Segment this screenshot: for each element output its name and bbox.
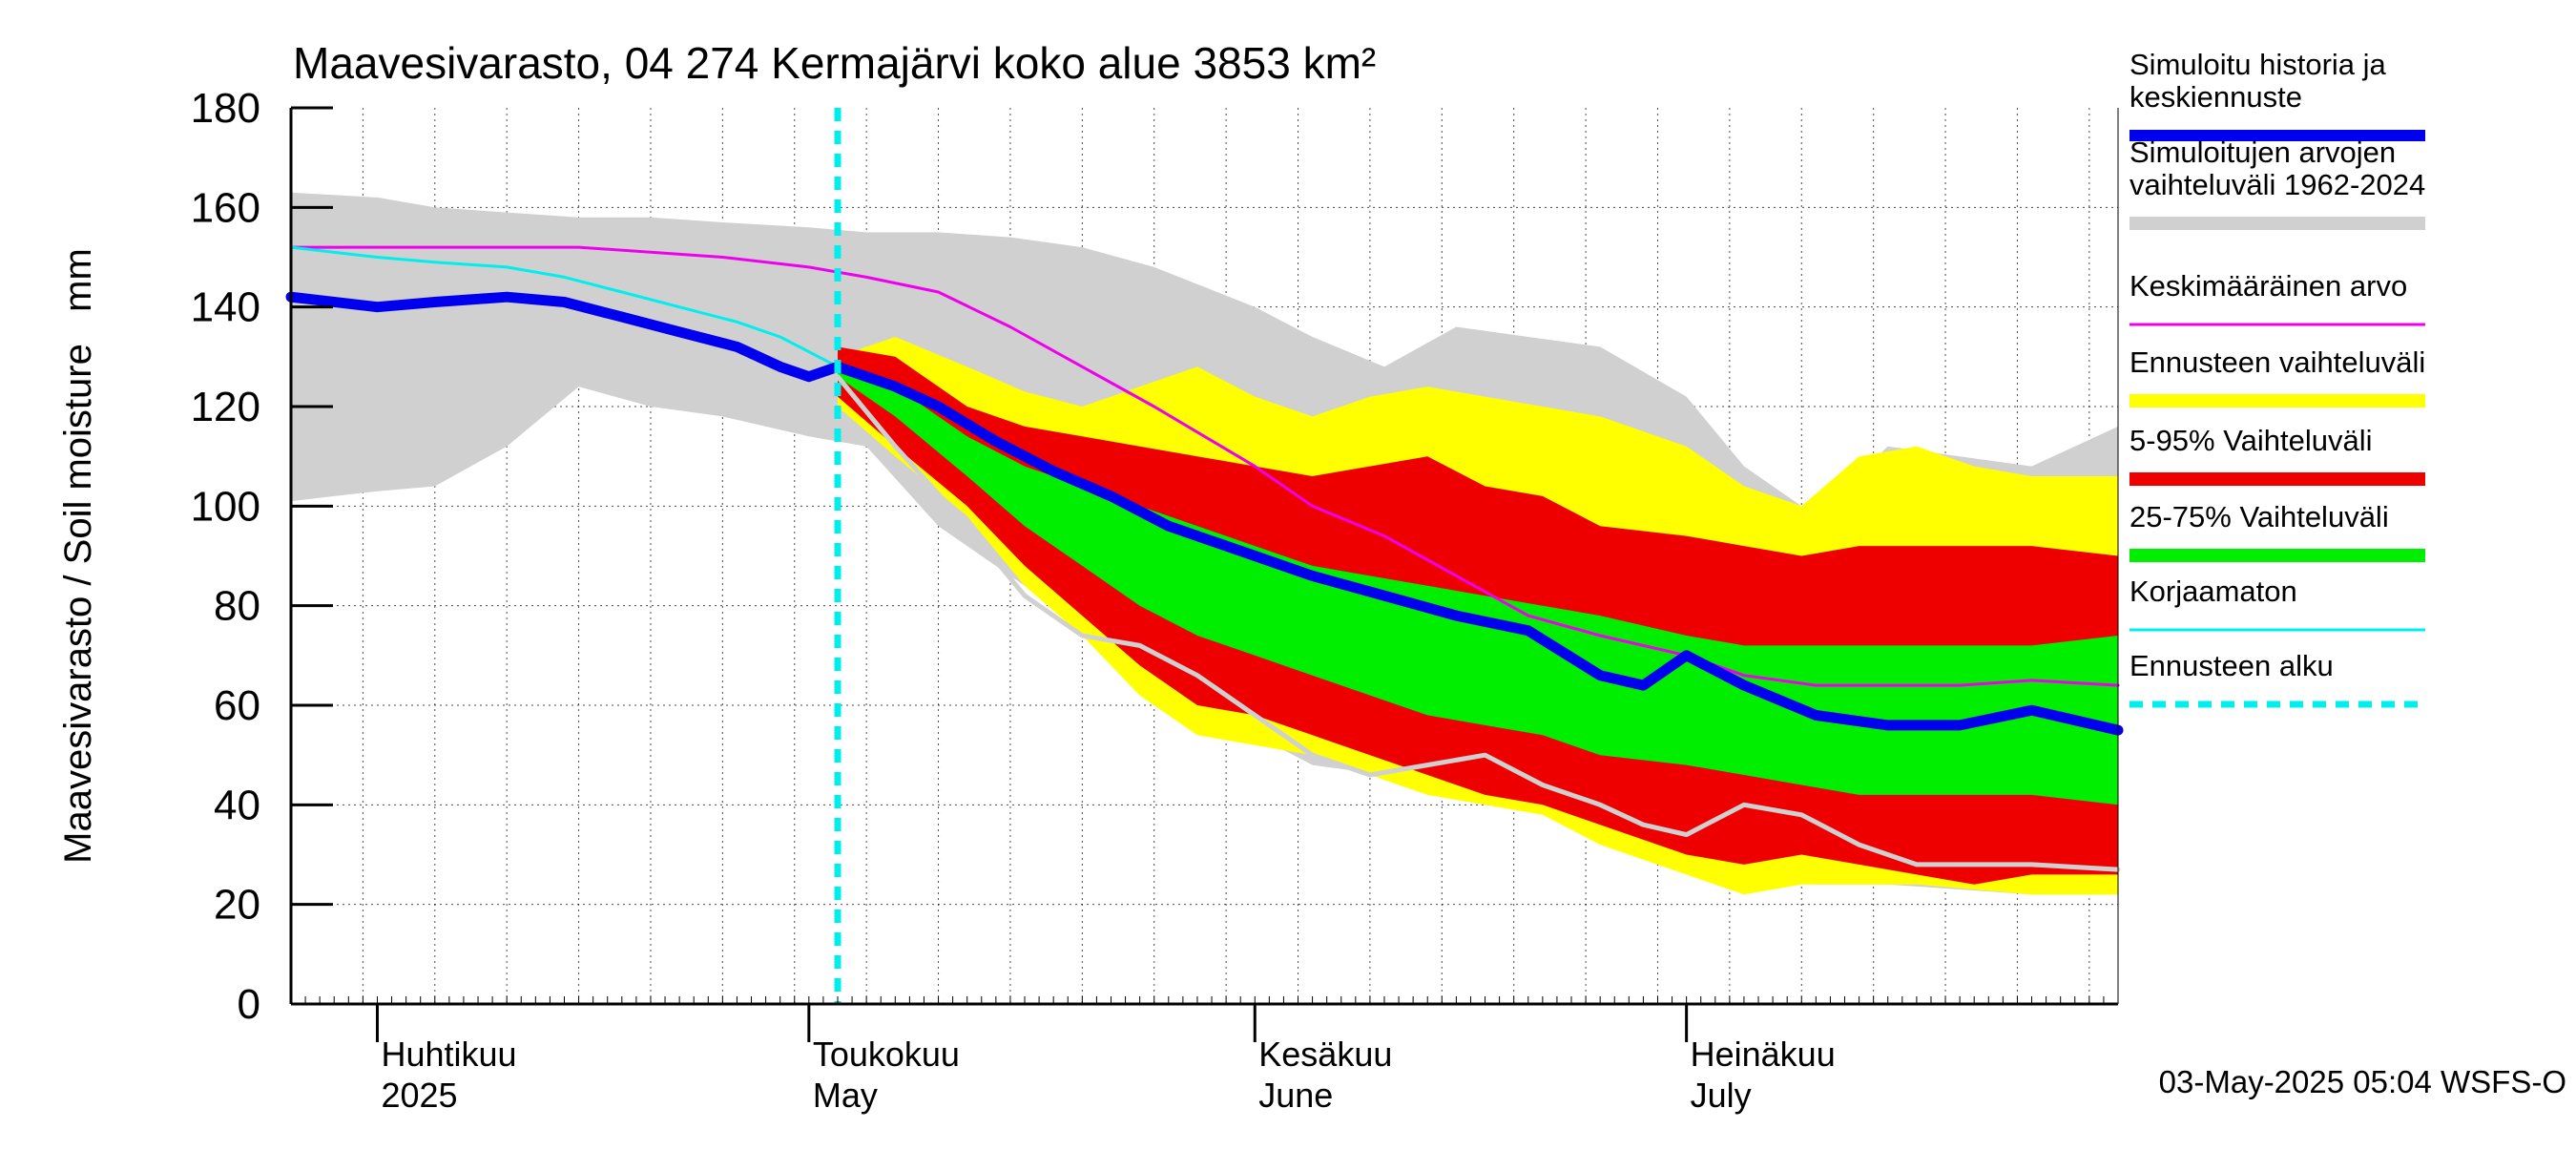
x-month-label-fi: Toukokuu [813,1035,960,1074]
legend-label-hist_range: vaihteluväli 1962-2024 [2129,168,2425,201]
y-tick-label: 160 [191,184,260,231]
legend-label-p5_95: 5-95% Vaihteluväli [2129,424,2372,457]
legend-label-mean: Keskimääräinen arvo [2129,269,2407,303]
y-axis-label: Maavesivarasto / Soil moisture mm [57,248,99,864]
y-tick-label: 100 [191,483,260,530]
x-month-label-fi: Huhtikuu [381,1035,516,1074]
legend-label-sim: keskiennuste [2129,80,2302,114]
y-tick-label: 80 [214,583,260,630]
legend-label-sim: Simuloitu historia ja [2129,48,2387,81]
y-tick-label: 180 [191,85,260,132]
x-month-label-en: 2025 [381,1076,457,1115]
legend-label-fc_range: Ennusteen vaihteluväli [2129,345,2425,379]
y-tick-label: 140 [191,284,260,331]
percentile-25-75-band [838,366,2118,805]
mean-value-line [289,245,2120,687]
x-month-label-fi: Kesäkuu [1258,1035,1392,1074]
uncorrected-line [289,245,840,368]
simulated-median-line [285,291,2124,736]
x-month-label-en: May [813,1076,878,1115]
y-tick-label: 60 [214,682,260,729]
x-month-label-fi: Heinäkuu [1691,1035,1836,1074]
y-tick-label: 40 [214,782,260,828]
legend-label-fc_start: Ennusteen alku [2129,649,2334,682]
legend-label-hist_range: Simuloitujen arvojen [2129,136,2396,169]
chart-title: Maavesivarasto, 04 274 Kermajärvi koko a… [293,38,1376,88]
x-month-label-en: June [1258,1076,1333,1115]
y-tick-label: 120 [191,384,260,430]
legend-label-p25_75: 25-75% Vaihteluväli [2129,500,2389,533]
x-month-label-en: July [1691,1076,1752,1115]
y-tick-label: 0 [238,981,260,1028]
legend-label-uncorrected: Korjaamaton [2129,575,2297,608]
y-tick-label: 20 [214,882,260,929]
footer-timestamp: 03-May-2025 05:04 WSFS-O [2159,1064,2566,1099]
uncorrected-forecast-line [835,374,2121,872]
